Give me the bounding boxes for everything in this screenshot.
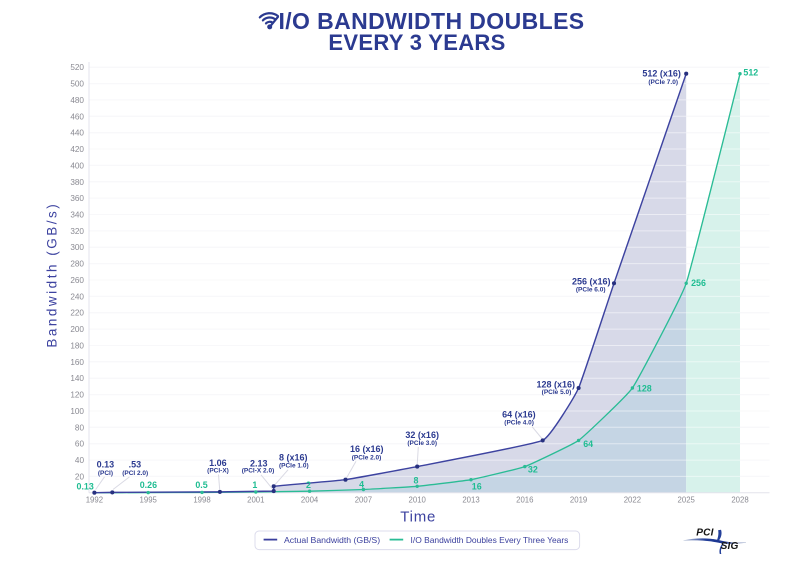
svg-text:(PCI 2.0): (PCI 2.0) (122, 470, 148, 477)
svg-text:380: 380 (70, 178, 84, 187)
svg-text:0.13: 0.13 (97, 460, 115, 470)
svg-text:SIG: SIG (721, 541, 739, 552)
svg-text:160: 160 (70, 358, 84, 367)
svg-text:360: 360 (70, 194, 84, 203)
svg-text:(PCI-X): (PCI-X) (207, 467, 229, 474)
svg-text:60: 60 (75, 440, 85, 449)
svg-text:(PCIe 5.0): (PCIe 5.0) (542, 389, 572, 396)
svg-text:400: 400 (70, 161, 84, 170)
svg-text:200: 200 (70, 325, 84, 334)
svg-text:2019: 2019 (570, 495, 587, 504)
svg-text:520: 520 (70, 63, 84, 72)
svg-text:512: 512 (743, 67, 758, 77)
svg-text:128 (x16): 128 (x16) (536, 380, 575, 390)
svg-text:1995: 1995 (140, 495, 158, 504)
svg-text:2016: 2016 (516, 495, 533, 504)
svg-text:(PCIe 3.0): (PCIe 3.0) (407, 440, 437, 447)
svg-text:460: 460 (70, 112, 84, 121)
svg-text:2022: 2022 (624, 495, 641, 504)
svg-text:128: 128 (637, 383, 652, 393)
svg-text:420: 420 (70, 145, 84, 154)
svg-text:2001: 2001 (247, 495, 264, 504)
svg-text:I/O Bandwidth Doubles Every Th: I/O Bandwidth Doubles Every Three Years (411, 535, 569, 545)
svg-text:260: 260 (70, 276, 84, 285)
svg-text:240: 240 (70, 292, 84, 301)
svg-text:(PCIe 6.0): (PCIe 6.0) (576, 287, 606, 294)
svg-text:300: 300 (70, 243, 84, 252)
svg-text:2025: 2025 (678, 495, 696, 504)
svg-text:0.26: 0.26 (140, 480, 157, 490)
svg-text:2028: 2028 (731, 495, 748, 504)
svg-text:0.5: 0.5 (195, 480, 207, 490)
svg-text:40: 40 (75, 456, 85, 465)
svg-text:8 (x16): 8 (x16) (279, 452, 308, 462)
svg-text:140: 140 (70, 374, 84, 383)
svg-text:512 (x16): 512 (x16) (642, 68, 681, 78)
svg-text:480: 480 (70, 96, 84, 105)
svg-text:Time: Time (400, 509, 436, 526)
svg-text:Actual Bandwidth (GB/S): Actual Bandwidth (GB/S) (284, 535, 380, 545)
svg-text:(PCIe 4.0): (PCIe 4.0) (504, 420, 534, 427)
svg-text:1: 1 (252, 480, 257, 490)
svg-text:8: 8 (414, 476, 419, 486)
svg-text:64: 64 (583, 439, 593, 449)
svg-text:440: 440 (70, 129, 84, 138)
svg-text:EVERY 3 YEARS: EVERY 3 YEARS (328, 30, 505, 55)
svg-text:32 (x16): 32 (x16) (405, 430, 439, 440)
svg-text:Bandwidth (GB/s): Bandwidth (GB/s) (44, 202, 59, 348)
svg-text:(PCIe 7.0): (PCIe 7.0) (648, 79, 678, 86)
svg-text:256: 256 (691, 278, 706, 288)
svg-text:64 (x16): 64 (x16) (502, 410, 536, 420)
svg-text:256 (x16): 256 (x16) (572, 276, 611, 286)
svg-text:320: 320 (70, 227, 84, 236)
svg-text:220: 220 (70, 309, 84, 318)
svg-text:2.13: 2.13 (250, 458, 268, 468)
svg-text:2004: 2004 (301, 495, 319, 504)
svg-text:(PCI): (PCI) (98, 470, 113, 477)
svg-text:(PCIe 2.0): (PCIe 2.0) (352, 454, 382, 461)
svg-text:2007: 2007 (355, 495, 372, 504)
svg-text:.53: .53 (129, 460, 142, 470)
svg-text:280: 280 (70, 260, 84, 269)
svg-text:1998: 1998 (193, 495, 210, 504)
svg-text:1992: 1992 (86, 495, 103, 504)
svg-text:(PCI-X 2.0): (PCI-X 2.0) (242, 468, 275, 475)
svg-text:500: 500 (70, 80, 84, 89)
svg-text:120: 120 (70, 391, 84, 400)
svg-text:0.13: 0.13 (77, 481, 94, 491)
svg-text:100: 100 (70, 407, 84, 416)
svg-text:PCI: PCI (696, 528, 713, 539)
svg-text:1.06: 1.06 (209, 458, 227, 468)
svg-text:2010: 2010 (409, 495, 427, 504)
svg-text:16: 16 (472, 481, 482, 491)
svg-text:2013: 2013 (462, 495, 479, 504)
svg-text:(PCIe 1.0): (PCIe 1.0) (279, 462, 309, 469)
svg-text:80: 80 (75, 423, 85, 432)
svg-text:20: 20 (75, 472, 85, 481)
svg-text:32: 32 (528, 465, 538, 475)
svg-text:340: 340 (70, 211, 84, 220)
svg-text:16 (x16): 16 (x16) (350, 444, 384, 454)
svg-text:180: 180 (70, 342, 84, 351)
svg-text:I/O BANDWIDTH DOUBLES: I/O BANDWIDTH DOUBLES (278, 8, 584, 34)
svg-text:4: 4 (359, 479, 364, 489)
svg-text:2: 2 (306, 480, 311, 490)
